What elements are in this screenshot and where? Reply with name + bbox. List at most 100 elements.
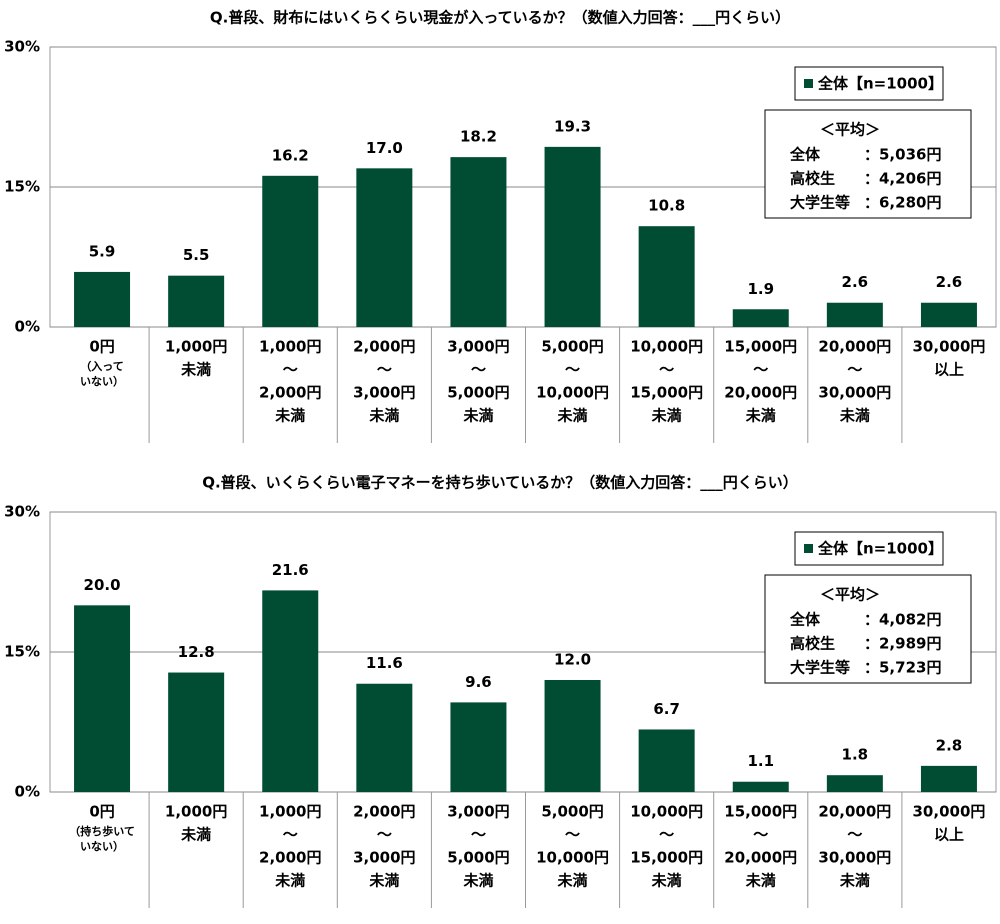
x-tick-label: 未満 [557,872,588,890]
value-label: 6.7 [653,700,680,718]
x-tick-label: 5,000円 [541,803,603,821]
x-tick-label: 未満 [274,872,305,890]
x-tick-label: 30,000円 [818,849,891,867]
x-tick-label: 2,000円 [259,849,321,867]
y-tick-label: 15% [4,643,40,661]
bar [638,226,695,327]
x-tick-label: 30,000円 [818,384,891,402]
averages-box [764,574,972,684]
x-tick-label: 3,000円 [353,849,415,867]
bar [450,702,507,792]
y-tick-label: 15% [4,178,40,196]
x-tick-label: 30,000円 [913,803,986,821]
x-tick-label: 1,000円 [259,338,321,356]
x-tick-label: 20,000円 [818,803,891,821]
bar [262,175,319,327]
x-tick-label: ～ [471,361,486,379]
averages-label: 高校生 [790,170,835,188]
x-tick-label: ～ [471,826,486,844]
averages-label: 全体 [789,146,821,164]
x-tick-label: （入って [80,360,123,373]
x-tick-label: 3,000円 [447,803,509,821]
x-tick-label: 3,000円 [353,384,415,402]
x-tick-label: 5,000円 [447,384,509,402]
x-tick-label: ～ [565,826,580,844]
x-tick-label: 1,000円 [165,338,227,356]
value-label: 9.6 [465,673,492,691]
y-tick-label: 30% [4,503,40,521]
x-tick-label: ～ [377,826,392,844]
x-tick-label: ～ [377,361,392,379]
averages-value: ：4,206円 [864,170,941,188]
averages-label: 大学生等 [790,659,850,677]
x-tick-label: 2,000円 [353,803,415,821]
averages-value: ：5,723円 [864,659,941,677]
averages-value: ：2,989円 [864,635,941,653]
x-tick-label: 30,000円 [913,338,986,356]
bar [920,765,977,792]
x-tick-label: 未満 [839,872,870,890]
bar [168,275,225,327]
bar [168,672,225,792]
value-label: 5.5 [183,246,210,264]
value-label: 12.8 [178,643,215,661]
averages-label: 大学生等 [790,194,850,212]
x-tick-label: 20,000円 [818,338,891,356]
x-tick-label: 未満 [274,407,305,425]
x-tick-label: 未満 [651,407,682,425]
bar [544,146,601,327]
value-label: 1.8 [842,746,869,764]
x-tick-label: 未満 [557,407,588,425]
x-tick-label: 20,000円 [724,384,797,402]
value-label: 2.6 [936,273,963,291]
x-tick-label: ～ [847,826,862,844]
x-tick-label: 0円 [89,338,114,356]
bar [732,309,789,327]
value-label: 20.0 [84,576,121,594]
x-tick-label: 2,000円 [353,338,415,356]
averages-label: 高校生 [790,635,835,653]
bar [732,781,789,792]
value-label: 18.2 [460,128,497,146]
value-label: 11.6 [366,654,403,672]
value-label: 21.6 [272,561,309,579]
x-tick-label: ～ [753,826,768,844]
legend-swatch [804,544,813,553]
x-tick-label: 未満 [462,407,493,425]
averages-label: 全体 [789,611,821,629]
x-tick-label: いない） [80,840,124,853]
chart-title: Q.普段、いくらくらい電子マネーを持ち歩いているか？（数値入力回答：___円くら… [202,474,798,492]
x-tick-label: ～ [753,361,768,379]
x-tick-label: 未満 [180,826,211,844]
x-tick-label: 15,000円 [724,338,797,356]
bar [826,775,883,792]
averages-box [764,109,972,219]
x-tick-label: 以上 [934,361,964,379]
x-tick-label: 以上 [934,826,964,844]
y-tick-label: 0% [15,318,40,336]
bar [450,157,507,327]
x-tick-label: 1,000円 [165,803,227,821]
bar [262,590,319,792]
x-tick-label: ～ [283,826,298,844]
x-tick-label: 未満 [368,872,399,890]
x-tick-label: 未満 [839,407,870,425]
averages-value: ：4,082円 [864,611,941,629]
x-tick-label: 未満 [462,872,493,890]
x-tick-label: 1,000円 [259,803,321,821]
x-tick-label: 未満 [368,407,399,425]
bar [826,302,883,327]
x-tick-label: 10,000円 [536,849,609,867]
value-label: 5.9 [89,242,116,260]
value-label: 2.8 [936,736,963,754]
value-label: 12.0 [554,651,591,669]
legend-label: 全体【n=1000】 [817,540,943,558]
legend-label: 全体【n=1000】 [817,75,943,93]
value-label: 2.6 [842,273,869,291]
y-tick-label: 30% [4,38,40,56]
bar [920,302,977,327]
x-tick-label: 20,000円 [724,849,797,867]
value-label: 17.0 [366,139,403,157]
x-tick-label: 10,000円 [630,803,703,821]
